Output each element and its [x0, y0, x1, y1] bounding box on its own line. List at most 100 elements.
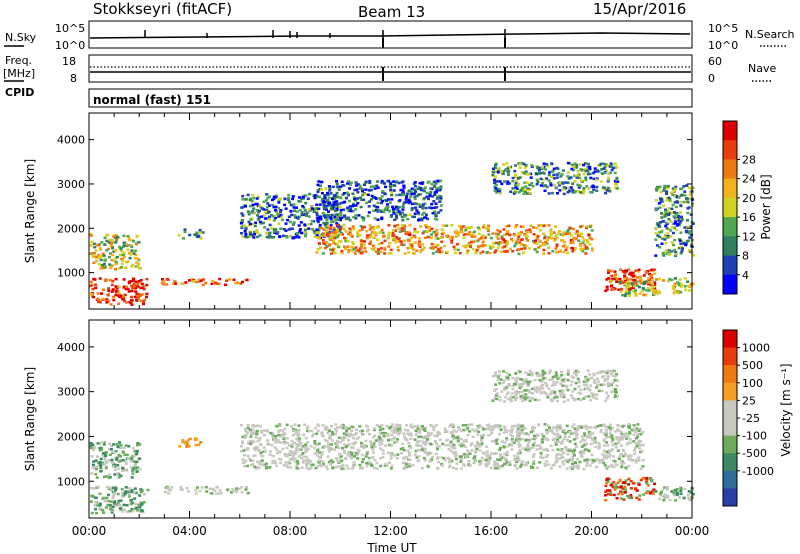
echo-cell: [635, 489, 639, 492]
echo-cell: [101, 497, 105, 500]
echo-cell: [390, 198, 394, 201]
echo-cell: [495, 465, 499, 468]
freq-label-1: Freq.: [5, 54, 32, 67]
echo-cell: [615, 279, 619, 282]
echo-cell: [561, 234, 565, 237]
echo-cell: [623, 424, 626, 427]
echo-cell: [497, 465, 501, 468]
echo-cell: [614, 442, 618, 446]
echo-cell: [293, 441, 296, 445]
echo-cell: [452, 443, 456, 447]
echo-cell: [266, 430, 270, 433]
echo-cell: [605, 397, 609, 400]
echo-cell: [633, 452, 637, 456]
echo-cell: [541, 387, 545, 390]
echo-cell: [349, 229, 353, 232]
echo-cell: [579, 388, 583, 392]
echo-cell: [110, 444, 114, 447]
echo-cell: [485, 250, 489, 254]
echo-cell: [546, 438, 550, 442]
echo-cell: [545, 428, 549, 432]
echo-cell: [568, 226, 572, 230]
echo-cell: [667, 196, 671, 200]
echo-cell: [503, 386, 507, 389]
echo-cell: [663, 238, 667, 241]
echo-cell: [633, 429, 637, 433]
echo-cell: [642, 274, 646, 277]
echo-cell: [271, 454, 275, 458]
echo-cell: [137, 241, 141, 244]
echo-cell: [121, 459, 125, 462]
echo-cell: [582, 172, 586, 176]
echo-cell: [563, 435, 567, 438]
colorbar-swatch: [723, 236, 737, 257]
echo-cell: [374, 250, 378, 253]
echo-cell: [661, 200, 665, 203]
echo-cell: [608, 426, 612, 430]
echo-cell: [362, 218, 365, 222]
echo-cell: [464, 438, 468, 442]
echo-cell: [277, 222, 281, 225]
echo-cell: [301, 195, 305, 199]
echo-cell: [248, 232, 252, 236]
echo-cell: [509, 190, 513, 193]
echo-cell: [421, 446, 424, 450]
echo-cell: [381, 199, 385, 203]
echo-cell: [654, 278, 658, 281]
echo-cell: [569, 394, 573, 397]
echo-cell: [92, 487, 96, 490]
echo-cell: [664, 224, 668, 228]
echo-cell: [585, 239, 589, 242]
echo-cell: [680, 187, 684, 190]
echo-cell: [330, 430, 334, 434]
echo-cell: [309, 222, 313, 226]
echo-cell: [584, 176, 588, 179]
echo-cell: [347, 209, 351, 213]
echo-cell: [575, 230, 579, 233]
echo-cell: [115, 233, 119, 237]
echo-cell: [343, 451, 347, 455]
echo-cell: [613, 179, 617, 183]
echo-cell: [131, 472, 135, 475]
echo-cell: [505, 461, 509, 464]
echo-cell: [110, 241, 114, 245]
echo-cell: [602, 438, 606, 442]
echo-cell: [496, 237, 500, 240]
echo-cell: [389, 425, 393, 429]
echo-cell: [466, 449, 470, 453]
echo-cell: [423, 196, 427, 200]
echo-cell: [505, 450, 509, 454]
echo-cell: [122, 446, 126, 449]
echo-cell: [256, 460, 260, 463]
echo-cell: [343, 236, 346, 240]
echo-cell: [108, 507, 112, 511]
echo-cell: [259, 424, 262, 428]
nsky-tick-bottom: 10^0: [55, 39, 85, 52]
echo-cell: [331, 197, 334, 200]
echo-cell: [514, 179, 518, 183]
echo-cell: [137, 503, 141, 506]
echo-cell: [258, 234, 262, 237]
echo-cell: [171, 282, 175, 286]
echo-cell: [503, 462, 506, 466]
echo-cell: [391, 231, 395, 235]
echo-cell: [482, 235, 486, 238]
echo-cell: [450, 445, 454, 449]
echo-cell: [498, 370, 502, 373]
echo-cell: [419, 435, 423, 438]
echo-cell: [440, 228, 444, 231]
echo-cell: [320, 226, 324, 230]
echo-cell: [105, 239, 109, 243]
echo-cell: [637, 482, 641, 485]
echo-cell: [359, 445, 363, 448]
echo-cell: [101, 264, 104, 267]
echo-cell: [596, 383, 600, 387]
echo-cell: [396, 237, 400, 240]
echo-cell: [304, 446, 308, 449]
colorbar-tick-label: 20: [742, 192, 756, 205]
echo-cell: [329, 224, 333, 227]
echo-cell: [550, 378, 554, 381]
echo-cell: [94, 459, 98, 462]
echo-cell: [93, 278, 97, 281]
echo-cell: [361, 433, 365, 436]
